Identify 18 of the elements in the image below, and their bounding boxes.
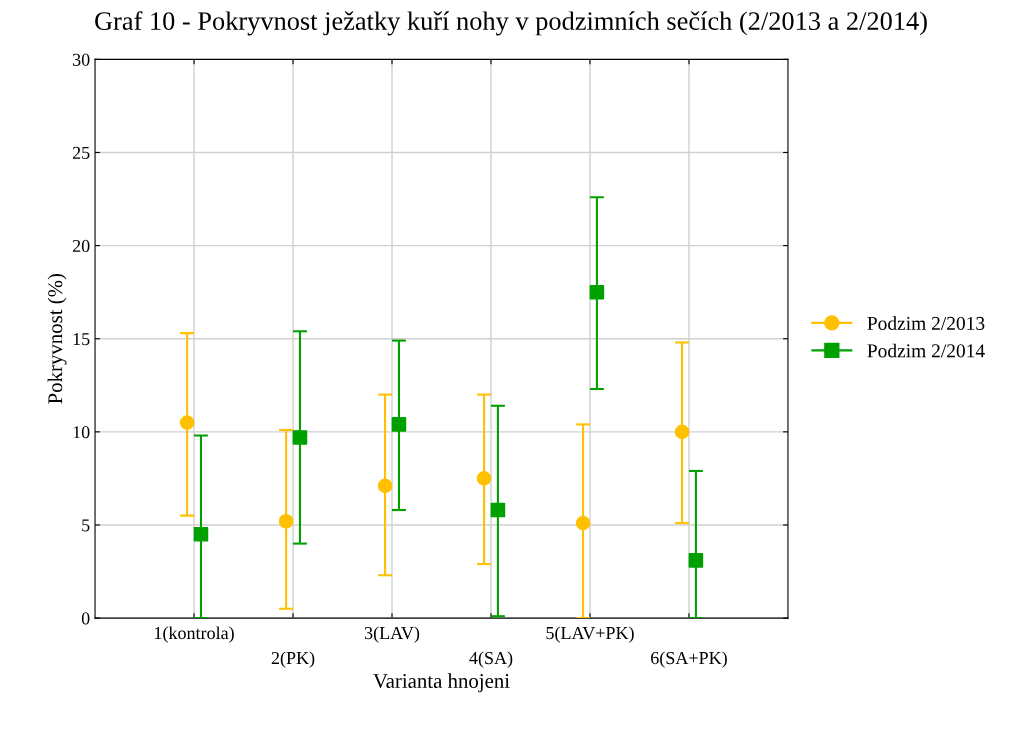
y-tick-label: 5 [82, 519, 90, 532]
x-tick-label: 4(SA) [469, 651, 513, 668]
legend-label: Podzim 2/2014 [867, 343, 985, 358]
y-tick-label: 25 [72, 146, 90, 159]
y-tick-label: 15 [73, 333, 90, 346]
x-tick-label: 5(LAV+PK) [546, 626, 634, 643]
x-tick-label: 6(SA+PK) [651, 651, 727, 668]
y-tick-label: 20 [72, 239, 90, 253]
y-axis-title: Pokryvnost (%) [47, 273, 67, 404]
x-tick-label: 2(PK) [271, 651, 315, 668]
y-tick-label: 0 [81, 612, 90, 625]
legend-label: Podzim 2/2013 [867, 316, 985, 330]
y-tick-label: 10 [73, 426, 90, 439]
x-tick-label: 1(kontrola) [155, 626, 234, 643]
x-axis-title: Varianta hnojeni [373, 673, 510, 693]
x-tick-label: 3(LAV) [364, 626, 420, 643]
chart-title: Graf 10 - Pokryvnost ježatky kuří nohy v podzimních sečích (2/2013 a 2/2014) [95, 11, 927, 36]
y-tick-label: 30 [72, 53, 90, 66]
